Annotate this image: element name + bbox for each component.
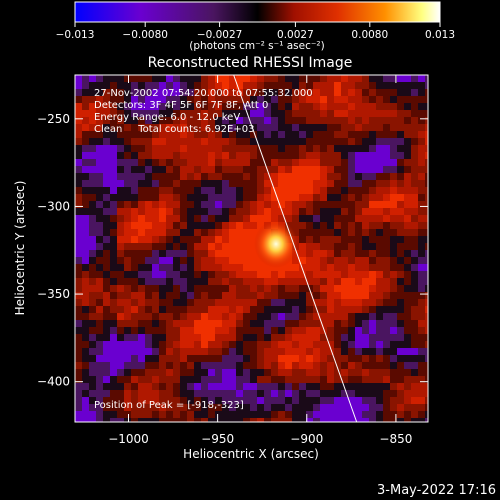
x-axis-label: Heliocentric X (arcsec) — [183, 447, 319, 461]
solar-limb-line — [233, 75, 358, 422]
y-tick-label: −300 — [37, 199, 70, 213]
colorbar: −0.013 −0.0080 −0.0027 0.0027 0.0080 0.013 (p… — [56, 1, 455, 52]
colorbar-ticks: −0.013 −0.0080 −0.0027 0.0027 0.0080 0.013 — [56, 22, 455, 41]
x-tick-label: −1000 — [108, 432, 149, 446]
colorbar-tick-label: 0.013 — [425, 29, 455, 41]
colorbar-units-label: (photons cm⁻² s⁻¹ asec⁻²) — [189, 40, 324, 52]
flare-peak — [254, 220, 298, 268]
axis-ticks: −1000 −950 −900 −850 −250 −300 −350 −400 — [37, 75, 428, 446]
footer-date: 3-May-2022 17:16 — [377, 483, 496, 498]
plot-area: −1000 −950 −900 −850 −250 −300 −350 −400 — [37, 74, 429, 446]
chart-title: Reconstructed RHESSI Image — [148, 55, 353, 71]
x-tick-label: −850 — [379, 432, 412, 446]
x-tick-label: −950 — [201, 432, 234, 446]
annotation-energy: Energy Range: 6.0 - 12.0 keV — [94, 112, 240, 123]
colorbar-gradient — [74, 1, 441, 23]
annotation-time: 27-Nov-2002 07:54:20.000 to 07:55:32.000 — [94, 88, 313, 99]
x-tick-label: −900 — [290, 432, 323, 446]
plot-frame — [74, 74, 429, 423]
y-tick-label: −350 — [37, 287, 70, 301]
annotation-method: Clean Total counts: 6.92E+03 — [94, 124, 254, 135]
colorbar-tick-label: −0.013 — [56, 29, 95, 41]
colorbar-tick-label: 0.0027 — [277, 29, 314, 41]
y-tick-label: −400 — [37, 375, 70, 389]
annotations: 27-Nov-2002 07:54:20.000 to 07:55:32.000… — [94, 88, 313, 411]
y-axis-label: Heliocentric Y (arcsec) — [13, 181, 27, 316]
y-tick-label: −250 — [37, 112, 70, 126]
annotation-peak: Position of Peak = [-918,-323] — [94, 400, 244, 411]
annotation-detectors: Detectors: 3F 4F 5F 6F 7F 8F, Att 0 — [94, 100, 268, 111]
colorbar-tick-label: 0.0080 — [351, 29, 388, 41]
colorbar-tick-label: −0.0027 — [197, 29, 243, 41]
colorbar-tick-label: −0.0080 — [122, 29, 168, 41]
